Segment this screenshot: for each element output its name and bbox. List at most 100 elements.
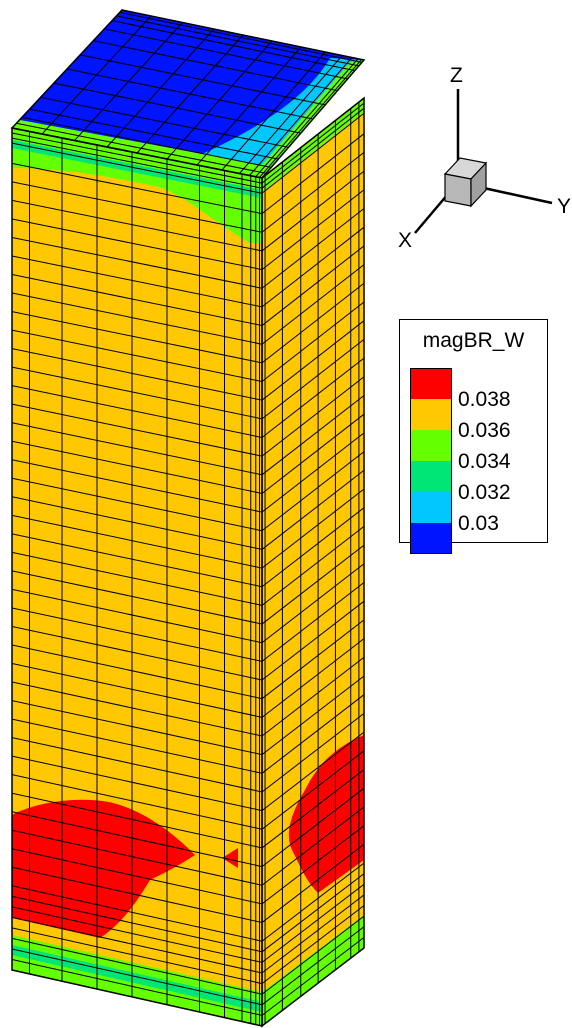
mesh-line xyxy=(262,926,364,1006)
mesh-line xyxy=(12,403,262,457)
mesh-line xyxy=(12,570,262,625)
mesh-line xyxy=(262,862,364,942)
legend-title: magBR_W xyxy=(422,329,525,352)
mesh-line xyxy=(93,40,338,92)
mesh-line xyxy=(262,507,364,588)
top-face-green-edge xyxy=(12,60,364,178)
mesh-line xyxy=(12,477,262,532)
box-outline-top xyxy=(10,9,366,179)
mesh-line xyxy=(262,451,364,532)
mesh-line xyxy=(262,245,364,326)
mesh-line xyxy=(12,644,262,700)
mesh-line xyxy=(12,311,262,364)
mesh-line xyxy=(262,582,364,662)
mesh-line xyxy=(262,320,364,401)
legend: magBR_W 0.038 0.036 0.034 0.032 0.03 xyxy=(399,319,548,554)
front-face-hotspot-small xyxy=(222,848,238,868)
mesh-line xyxy=(262,282,364,364)
mesh-line xyxy=(262,152,364,233)
side-face-mesh xyxy=(262,98,364,1026)
legend-row: 0.034 xyxy=(410,430,540,473)
mesh-line xyxy=(12,551,262,606)
mesh-line xyxy=(262,469,364,550)
mesh-line xyxy=(12,958,262,1016)
top-face-mesh xyxy=(12,10,363,178)
x-axis-line xyxy=(414,193,449,234)
mesh-line xyxy=(12,459,262,513)
mesh-line xyxy=(12,811,262,868)
x-axis-label: X xyxy=(398,229,412,252)
mesh-line xyxy=(16,122,267,174)
mesh-line xyxy=(262,170,364,252)
mesh-line xyxy=(262,544,364,625)
mesh-line xyxy=(12,181,262,233)
mesh-line xyxy=(12,829,262,886)
mesh-line xyxy=(12,292,262,345)
mesh-line xyxy=(262,713,364,793)
y-axis-label: Y xyxy=(557,195,571,218)
mesh-line xyxy=(40,96,289,148)
mesh-line xyxy=(262,694,364,774)
mesh-line xyxy=(80,54,326,106)
mesh-line xyxy=(262,883,364,963)
mesh-line xyxy=(262,395,364,476)
mesh-line xyxy=(262,656,364,737)
legend-row: 0.036 xyxy=(410,399,540,442)
mesh-line xyxy=(53,82,301,134)
mesh-line xyxy=(12,533,262,588)
mesh-line xyxy=(262,894,364,974)
mesh-line xyxy=(262,107,364,189)
mesh-line xyxy=(21,116,272,168)
mesh-line xyxy=(262,432,364,513)
mesh-line xyxy=(12,718,262,774)
mesh-line xyxy=(12,625,262,681)
legend-swatch xyxy=(410,399,452,430)
mesh-line xyxy=(262,413,364,494)
z-axis-label: Z xyxy=(450,64,463,87)
mesh-line xyxy=(119,11,363,63)
mesh-line xyxy=(12,329,262,383)
mesh-line xyxy=(262,112,364,194)
mesh-line xyxy=(12,906,262,963)
mesh-line xyxy=(104,28,348,80)
mesh-line xyxy=(12,885,262,942)
mesh-line xyxy=(262,376,364,457)
mesh-line xyxy=(12,366,262,420)
mesh-line xyxy=(12,422,262,476)
mesh-line xyxy=(12,274,262,327)
mesh-line xyxy=(262,189,364,270)
mesh-line xyxy=(262,769,364,849)
mesh-line xyxy=(12,866,262,924)
mesh-line xyxy=(262,526,364,606)
mesh-line xyxy=(12,348,262,401)
mesh-line xyxy=(12,199,262,252)
mesh-line xyxy=(262,825,364,905)
mesh-line xyxy=(12,496,262,550)
mesh-line xyxy=(12,927,262,985)
legend-swatch xyxy=(410,461,452,492)
mesh-line xyxy=(12,137,262,189)
mesh-line xyxy=(12,236,262,289)
mesh-line xyxy=(12,607,262,662)
legend-row xyxy=(410,523,540,555)
mesh-line xyxy=(29,108,279,160)
mesh-line xyxy=(262,339,364,420)
axis-triad: Z Y X xyxy=(398,64,571,252)
mesh-line xyxy=(262,843,364,923)
legend-value: 0.032 xyxy=(458,481,511,504)
mesh-line xyxy=(111,20,355,72)
mesh-line xyxy=(12,142,262,194)
mesh-line xyxy=(12,663,262,718)
mesh-line xyxy=(12,937,262,995)
mesh-line xyxy=(12,737,262,793)
mesh-line xyxy=(262,357,364,438)
mesh-line xyxy=(262,936,364,1016)
mesh-line xyxy=(12,700,262,756)
mesh-line xyxy=(262,600,364,681)
mesh-line xyxy=(12,848,262,905)
mesh-line xyxy=(262,619,364,700)
side-face xyxy=(262,98,364,1026)
mesh-line xyxy=(262,873,364,953)
mesh-line xyxy=(12,588,262,644)
